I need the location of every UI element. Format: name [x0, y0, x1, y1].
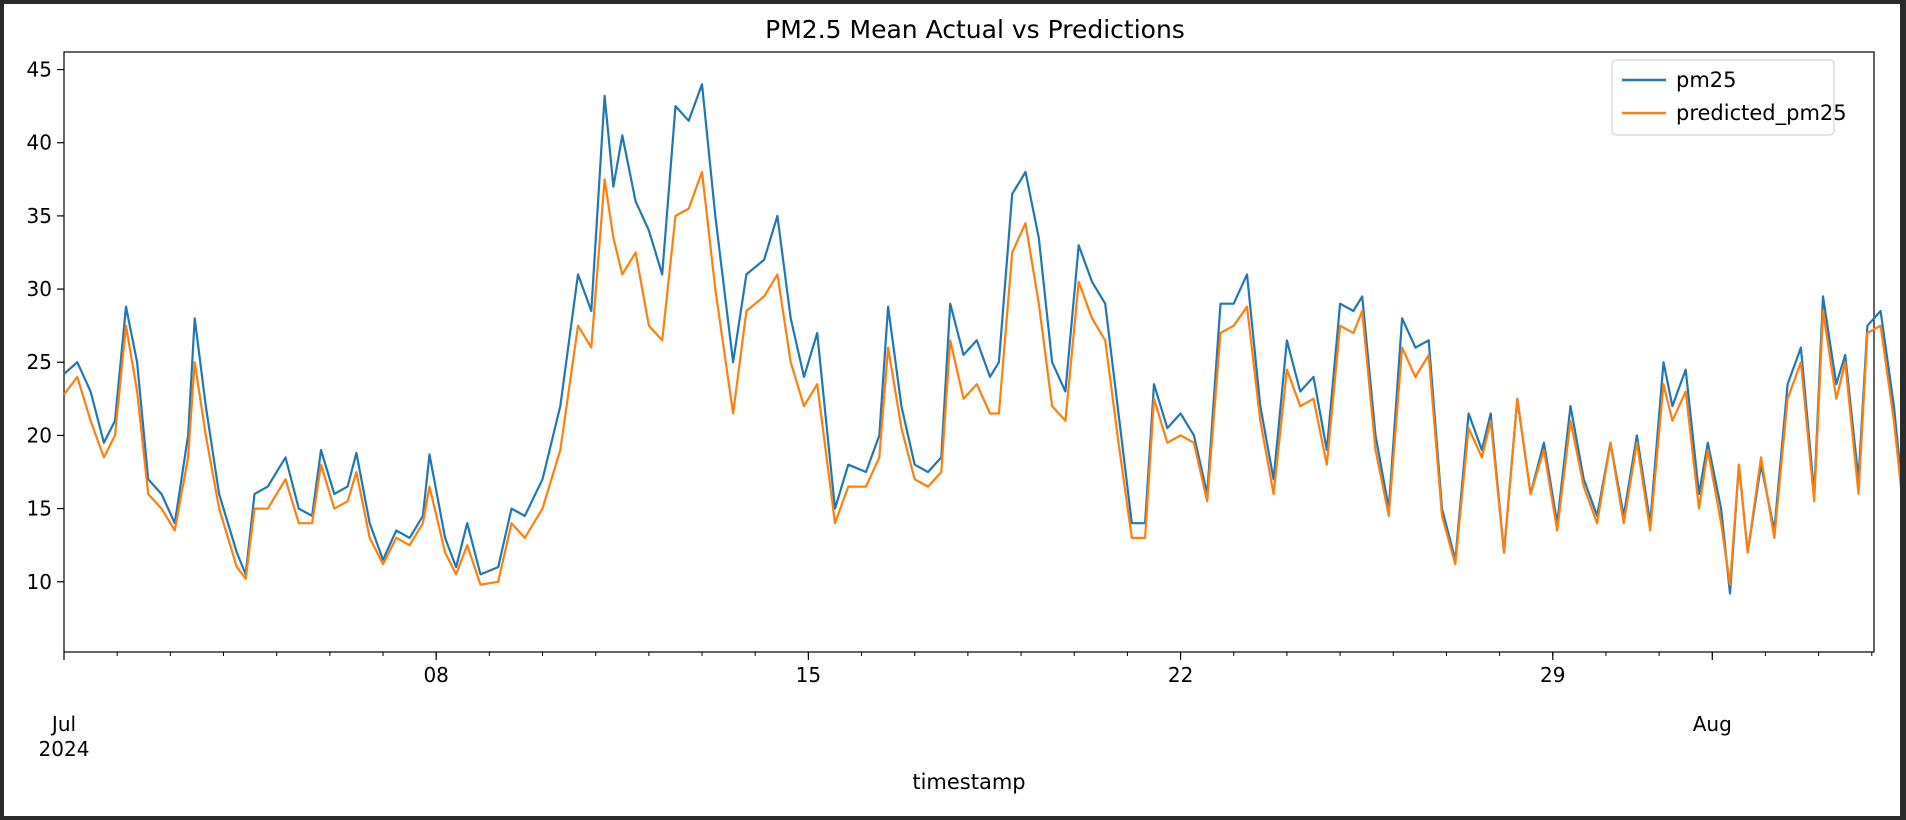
y-tick-label: 35: [27, 204, 52, 228]
legend: pm25 predicted_pm25: [1611, 59, 1847, 136]
legend-label-predicted-pm25: predicted_pm25: [1676, 101, 1847, 126]
chart-title: PM2.5 Mean Actual vs Predictions: [765, 15, 1185, 44]
y-tick-label: 15: [27, 497, 52, 521]
legend-label-pm25: pm25: [1676, 68, 1737, 92]
chart-canvas: PM2.5 Mean Actual vs Predictions 1015202…: [27, 15, 1900, 794]
x-axis-label: timestamp: [912, 770, 1025, 794]
series-layer: [63, 83, 1900, 595]
y-tick-label: 10: [27, 570, 52, 594]
plot-area: [63, 51, 1875, 653]
x-tick-label: Jul: [50, 712, 76, 736]
chart-figure: PM2.5 Mean Actual vs Predictions 10 15 20 2…: [4, 4, 1900, 816]
y-axis: 10 15 20 25 30 35 40 45: [27, 58, 64, 594]
series-line-pm25: [63, 83, 1900, 595]
y-tick-label: 25: [27, 350, 52, 374]
y-tick-label: 20: [27, 423, 52, 447]
legend-box: [1611, 59, 1835, 136]
x-tick-sublabel: 2024: [39, 737, 90, 761]
y-tick-label: 30: [27, 277, 52, 301]
x-tick-label: Aug: [1693, 712, 1732, 736]
series-line-predicted-pm25: [63, 170, 1900, 586]
y-tick-label: 40: [27, 131, 52, 155]
x-tick-label: 22: [1168, 663, 1193, 687]
x-tick-label: 15: [796, 663, 821, 687]
x-tick-label: 29: [1540, 663, 1565, 687]
x-tick-label: 08: [423, 663, 448, 687]
y-tick-label: 45: [27, 58, 52, 82]
